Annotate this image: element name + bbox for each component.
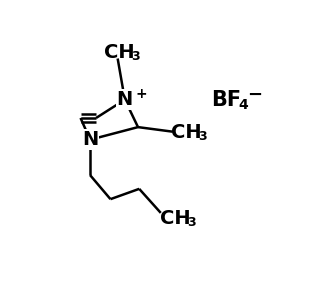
Text: BF: BF — [211, 90, 241, 110]
Text: 4: 4 — [239, 98, 248, 112]
Text: N: N — [82, 130, 98, 149]
Text: +: + — [135, 87, 147, 101]
Text: CH: CH — [160, 209, 190, 228]
Text: 3: 3 — [187, 216, 196, 229]
Text: 3: 3 — [131, 50, 139, 63]
Text: 3: 3 — [199, 130, 207, 143]
Text: CH: CH — [104, 43, 134, 62]
Text: CH: CH — [171, 123, 202, 142]
Text: N: N — [117, 90, 133, 109]
Text: −: − — [247, 86, 262, 104]
